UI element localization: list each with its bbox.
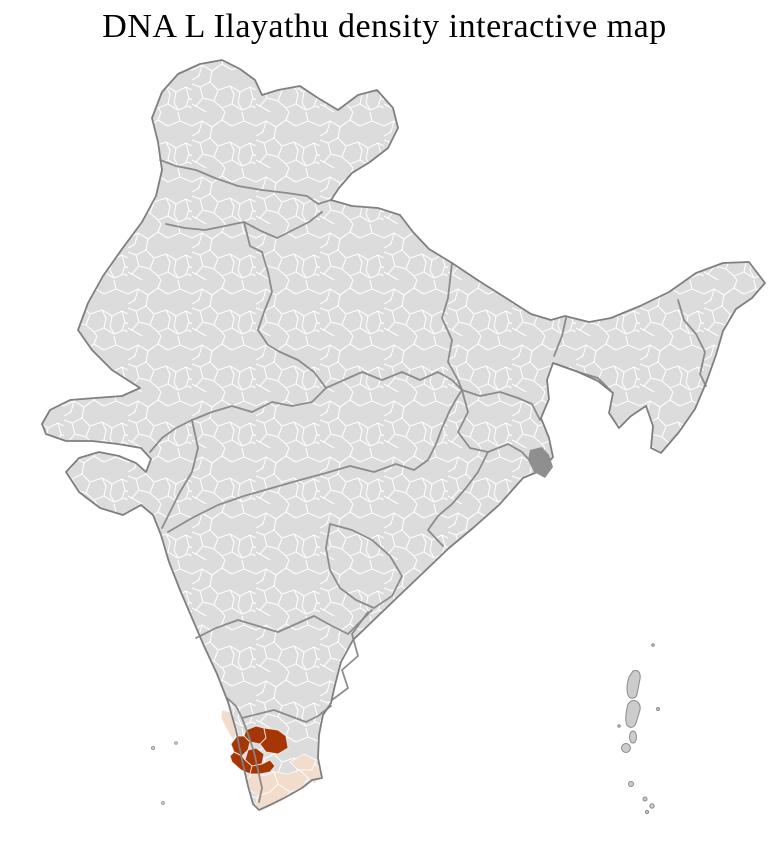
island [656, 707, 660, 711]
state-border [677, 299, 707, 387]
island [642, 796, 648, 802]
map-title: DNA L Ilayathu density interactive map [102, 8, 667, 45]
state-border [149, 351, 327, 453]
state-border [161, 419, 199, 529]
state-border [441, 262, 463, 391]
island [625, 700, 641, 728]
sundarbans-delta [528, 447, 553, 478]
island [651, 643, 655, 647]
state-border [165, 211, 323, 239]
state-border [331, 611, 369, 701]
island [161, 801, 165, 805]
andaman-nicobar-islands [617, 643, 660, 815]
state-borders [149, 159, 707, 803]
state-border [159, 159, 332, 205]
district-low[interactable] [289, 753, 317, 771]
island [150, 746, 155, 751]
island [628, 781, 634, 787]
island [626, 670, 641, 699]
state-border [257, 251, 281, 353]
district-borders-mesh [42, 60, 765, 810]
state-border [167, 389, 463, 533]
island [621, 743, 631, 753]
state-border [226, 697, 263, 803]
island [174, 741, 178, 745]
state-border [553, 317, 567, 357]
state-border [243, 221, 263, 253]
state-border [325, 523, 403, 609]
state-border [195, 609, 373, 639]
state-border [241, 705, 332, 723]
state-border [325, 371, 463, 391]
island [649, 803, 655, 809]
district-high[interactable] [259, 727, 289, 755]
district-high[interactable] [249, 759, 276, 775]
island [644, 809, 650, 815]
island [617, 724, 621, 728]
lakshadweep-islands [150, 741, 178, 805]
state-border [461, 389, 541, 421]
island [629, 730, 637, 744]
state-border [457, 389, 532, 463]
state-border [427, 451, 489, 547]
